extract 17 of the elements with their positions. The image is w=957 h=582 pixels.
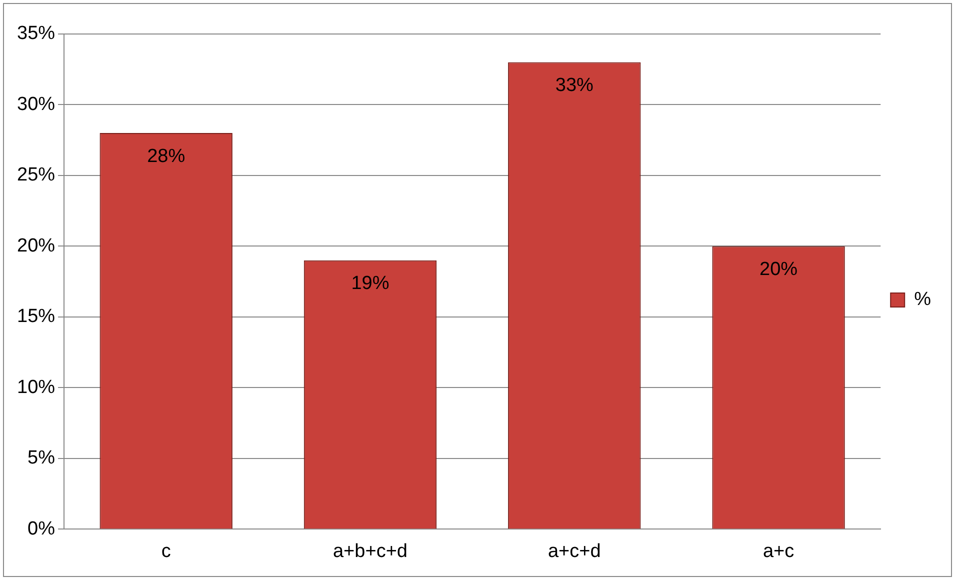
y-tick-label: 35% — [16, 23, 56, 44]
data-label: 28% — [147, 146, 186, 167]
data-label: 33% — [555, 75, 594, 96]
x-tick-label: a+b+c+d — [332, 540, 408, 562]
y-tick-label: 25% — [16, 164, 56, 186]
x-tick-label: a+c+d — [548, 540, 601, 562]
data-label: 20% — [760, 258, 798, 280]
x-tick-label: c — [161, 540, 171, 562]
data-label: 19% — [351, 273, 390, 294]
legend-label: % — [914, 289, 932, 310]
y-tick-label: 30% — [16, 94, 56, 115]
y-tick-label: 15% — [16, 306, 56, 328]
y-tick-label: 5% — [28, 448, 56, 469]
y-tick-label: 0% — [28, 518, 56, 540]
x-tick-label: a+c — [762, 540, 794, 562]
y-tick-label: 10% — [16, 376, 56, 398]
y-tick-label: 20% — [16, 235, 56, 256]
